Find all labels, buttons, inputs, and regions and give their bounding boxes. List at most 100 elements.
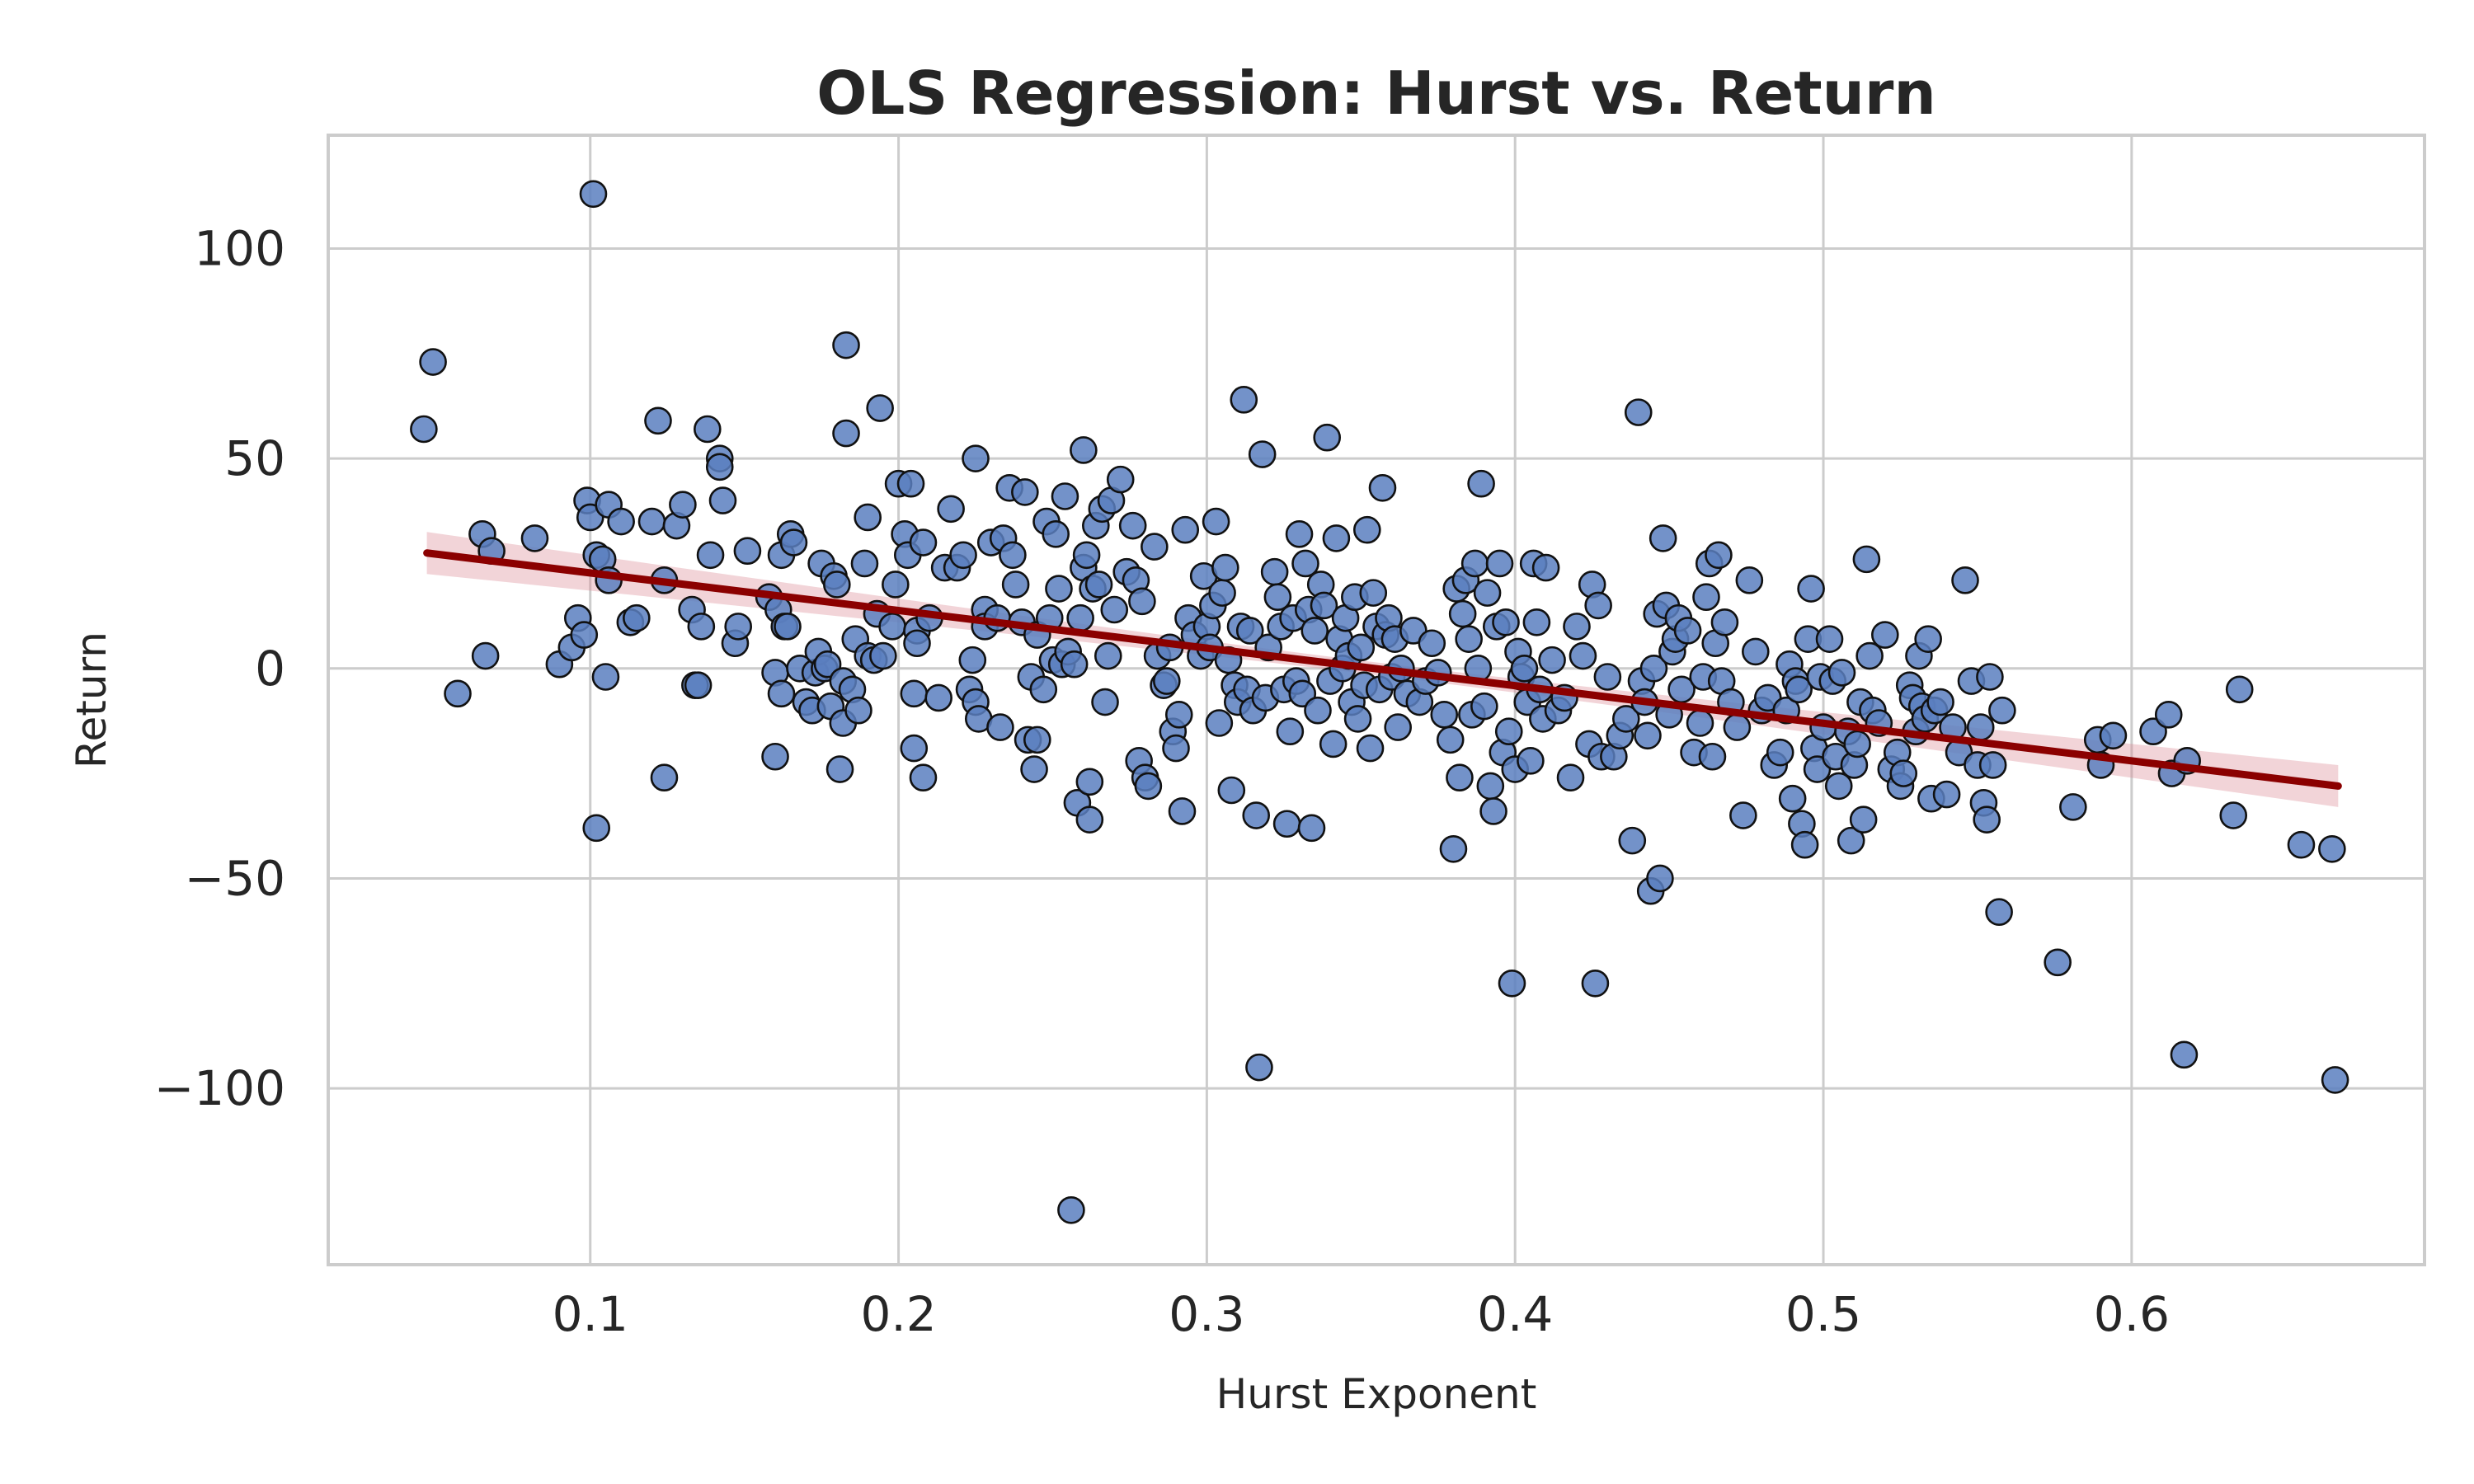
data-point xyxy=(1359,579,1388,607)
data-point xyxy=(684,671,713,699)
data-point xyxy=(2225,675,2254,704)
data-point xyxy=(1797,575,1825,603)
data-point xyxy=(909,528,938,556)
data-point xyxy=(1649,524,1677,552)
data-point xyxy=(1581,969,1610,998)
data-point xyxy=(1705,541,1733,570)
data-point xyxy=(1141,533,1169,561)
data-point xyxy=(419,348,447,376)
data-point xyxy=(999,541,1027,570)
data-point xyxy=(1448,599,1477,628)
data-point xyxy=(1932,780,1961,809)
data-point xyxy=(986,713,1014,741)
data-point xyxy=(1686,709,1714,737)
data-point xyxy=(1128,587,1156,616)
data-point xyxy=(444,679,472,708)
data-point xyxy=(1556,763,1585,792)
data-point xyxy=(767,679,796,708)
data-point xyxy=(779,528,808,556)
data-point xyxy=(1084,571,1113,599)
data-point xyxy=(1498,969,1526,998)
data-point xyxy=(1778,784,1807,813)
data-point xyxy=(1106,465,1135,494)
y-tick-label: −50 xyxy=(185,850,285,906)
data-point xyxy=(1070,436,1098,464)
data-points xyxy=(410,180,2349,1224)
data-point xyxy=(1205,709,1234,737)
data-point xyxy=(669,491,697,519)
data-point xyxy=(1723,713,1752,741)
data-point xyxy=(1470,692,1498,721)
data-point xyxy=(1202,507,1230,536)
data-point xyxy=(1492,608,1520,636)
data-point xyxy=(1045,575,1073,603)
data-point xyxy=(1729,801,1757,829)
data-point xyxy=(1476,772,1505,801)
data-point xyxy=(1245,1053,1273,1082)
regression-line xyxy=(423,549,2342,790)
data-point xyxy=(1742,637,1770,666)
data-point xyxy=(850,549,879,578)
data-point xyxy=(1319,730,1348,758)
data-point xyxy=(1460,549,1489,578)
y-tick-label: −100 xyxy=(154,1060,285,1116)
data-point xyxy=(1011,478,1039,506)
chart-title: OLS Regression: Hurst vs. Return xyxy=(816,59,1935,128)
data-point xyxy=(869,641,897,670)
data-point xyxy=(1075,805,1104,834)
data-point xyxy=(903,629,931,658)
data-point xyxy=(1164,701,1193,729)
data-point xyxy=(1291,549,1319,578)
data-point xyxy=(1522,608,1551,636)
x-tick-label: 0.4 xyxy=(1477,1286,1553,1342)
data-point xyxy=(2318,834,2346,863)
data-point xyxy=(1352,515,1381,544)
y-tick-label: 100 xyxy=(194,221,285,277)
data-point xyxy=(878,613,906,641)
data-point xyxy=(1430,701,1459,729)
data-point xyxy=(1563,613,1591,641)
data-point xyxy=(882,571,910,599)
data-point xyxy=(1029,675,1058,704)
data-point xyxy=(708,486,737,514)
data-point xyxy=(1593,663,1622,691)
data-point xyxy=(1263,583,1292,612)
data-point xyxy=(637,507,666,536)
x-axis-label: Hurst Exponent xyxy=(1216,1370,1537,1418)
data-point xyxy=(1168,797,1197,825)
data-point xyxy=(1766,738,1794,767)
data-point xyxy=(774,613,802,641)
data-point xyxy=(1988,696,2016,725)
data-point xyxy=(1060,650,1089,679)
data-point xyxy=(832,331,860,359)
data-point xyxy=(1569,641,1597,670)
data-point xyxy=(1978,751,2007,779)
y-tick-label: 50 xyxy=(224,430,285,486)
data-point xyxy=(1485,549,1514,578)
data-point xyxy=(900,734,929,763)
data-point xyxy=(825,755,854,783)
data-point xyxy=(696,541,725,570)
data-point xyxy=(854,503,882,532)
data-point xyxy=(1343,705,1372,733)
data-point xyxy=(1455,625,1483,653)
data-point xyxy=(694,415,722,444)
data-point xyxy=(1248,440,1277,468)
data-point xyxy=(1446,763,1474,792)
data-point xyxy=(2059,793,2087,821)
data-point xyxy=(705,453,734,481)
data-point xyxy=(607,507,635,536)
data-point xyxy=(1368,474,1397,502)
data-point xyxy=(844,696,872,725)
data-point xyxy=(1837,826,1865,855)
data-point xyxy=(1624,398,1653,426)
data-point xyxy=(823,571,851,599)
data-point xyxy=(1673,617,1702,645)
data-point xyxy=(1001,571,1030,599)
data-point xyxy=(1646,864,1674,893)
data-point xyxy=(1285,520,1314,548)
x-tick-label: 0.3 xyxy=(1169,1286,1244,1342)
data-point xyxy=(761,742,789,771)
